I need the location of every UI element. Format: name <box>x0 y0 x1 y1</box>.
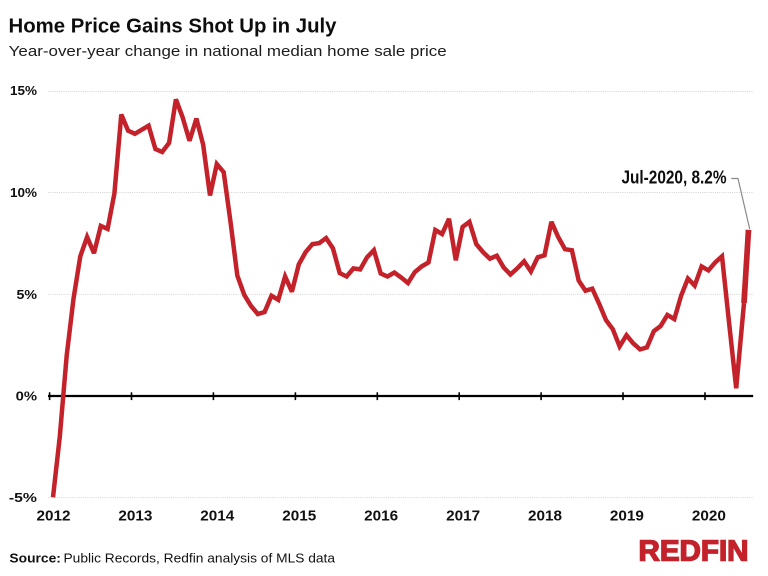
svg-text:5%: 5% <box>17 287 38 302</box>
svg-text:REDFIN: REDFIN <box>639 535 749 567</box>
svg-text:Home Price Gains Shot Up in Ju: Home Price Gains Shot Up in July <box>9 16 338 38</box>
svg-text:2014: 2014 <box>200 507 235 524</box>
svg-text:2019: 2019 <box>610 507 644 524</box>
svg-text:2020: 2020 <box>692 507 726 524</box>
svg-text:-5%: -5% <box>9 490 38 505</box>
svg-text:Jul-2020, 8.2%: Jul-2020, 8.2% <box>622 168 727 188</box>
svg-text:2015: 2015 <box>282 507 316 524</box>
svg-text:2018: 2018 <box>528 507 562 524</box>
svg-text:Year-over-year change in natio: Year-over-year change in national median… <box>9 43 447 60</box>
svg-text:10%: 10% <box>10 185 37 200</box>
svg-text:0%: 0% <box>16 389 38 404</box>
svg-text:2017: 2017 <box>446 507 480 524</box>
svg-text:Public Records, Redfin analysi: Public Records, Redfin analysis of MLS d… <box>64 551 336 566</box>
svg-text:2012: 2012 <box>37 507 71 524</box>
svg-text:Source:: Source: <box>9 551 60 566</box>
svg-text:2013: 2013 <box>118 507 152 524</box>
svg-text:2016: 2016 <box>364 507 398 524</box>
svg-text:15%: 15% <box>10 83 37 98</box>
